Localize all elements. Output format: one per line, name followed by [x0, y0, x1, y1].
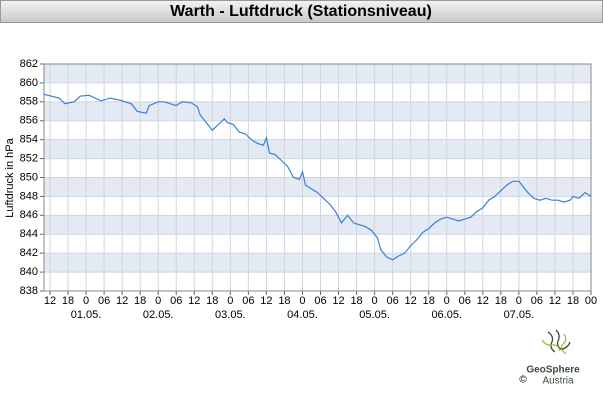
x-tick-label: 18: [423, 295, 435, 307]
y-tick-label: 862: [20, 58, 38, 70]
x-tick-label: 12: [44, 295, 56, 307]
grid-band: [44, 253, 591, 273]
date-label: 06.05.: [431, 309, 462, 321]
y-tick-label: 854: [20, 134, 38, 146]
x-tick-label: 18: [278, 295, 290, 307]
grid-band: [44, 215, 591, 235]
x-tick-label: 0: [372, 295, 378, 307]
x-tick-label: 00: [585, 295, 597, 307]
y-tick-label: 858: [20, 96, 38, 108]
y-tick-label: 844: [20, 228, 38, 240]
y-tick-label: 852: [20, 152, 38, 164]
x-tick-label: 0: [444, 295, 450, 307]
x-tick-label: 18: [567, 295, 579, 307]
grid-band: [44, 158, 591, 178]
grid-band: [44, 272, 591, 291]
grid-band: [44, 64, 591, 83]
grid-band: [44, 177, 591, 197]
data-line: [43, 93, 592, 261]
x-tick-label: 18: [62, 295, 74, 307]
x-tick-label: 0: [83, 295, 89, 307]
y-tick-label: 846: [20, 209, 38, 221]
x-tick-label: 12: [477, 295, 489, 307]
x-tick-label: 0: [155, 295, 161, 307]
y-axis-label: Luftdruck in hPa: [4, 137, 16, 217]
x-tick-label: 18: [206, 295, 218, 307]
x-tick-label: 12: [260, 295, 272, 307]
x-tick-label: 12: [332, 295, 344, 307]
grid-band: [44, 196, 591, 216]
y-tick-label: 838: [20, 285, 38, 297]
x-tick-label: 0: [227, 295, 233, 307]
x-tick-label: 18: [134, 295, 146, 307]
copyright: ©: [519, 375, 527, 386]
y-tick-label: 840: [20, 266, 38, 278]
y-tick-label: 860: [20, 77, 38, 89]
grid-band: [44, 101, 591, 121]
date-label: 07.05.: [504, 309, 535, 321]
date-label: 01.05.: [71, 309, 102, 321]
x-tick-label: 06: [314, 295, 326, 307]
y-tick-label: 856: [20, 115, 38, 127]
y-tick-label: 850: [20, 171, 38, 183]
x-tick-label: 06: [170, 295, 182, 307]
logo-name: GeoSphere: [526, 365, 580, 376]
y-tick-label: 842: [20, 247, 38, 259]
grid-band: [44, 234, 591, 254]
date-label: 03.05.: [215, 309, 246, 321]
plot-border: [43, 63, 592, 292]
x-tick-label: 18: [495, 295, 507, 307]
x-tick-label: 0: [299, 295, 305, 307]
grid-band: [44, 82, 591, 102]
date-label: 04.05.: [287, 309, 318, 321]
x-tick-label: 0: [516, 295, 522, 307]
x-tick-label: 06: [387, 295, 399, 307]
chart-title: Warth - Luftdruck (Stationsniveau): [170, 3, 432, 20]
x-tick-label: 12: [405, 295, 417, 307]
x-tick-label: 12: [549, 295, 561, 307]
logo: [541, 329, 571, 355]
date-label: 02.05.: [143, 309, 174, 321]
x-tick-label: 06: [242, 295, 254, 307]
x-tick-label: 18: [350, 295, 362, 307]
x-tick-label: 06: [98, 295, 110, 307]
grid-band: [44, 120, 591, 140]
y-tick-label: 848: [20, 190, 38, 202]
date-label: 05.05.: [359, 309, 390, 321]
logo-sub: Austria: [542, 376, 574, 387]
x-tick-label: 12: [188, 295, 200, 307]
x-tick-label: 06: [531, 295, 543, 307]
x-tick-label: 06: [459, 295, 471, 307]
grid-band: [44, 139, 591, 159]
x-tick-label: 12: [116, 295, 128, 307]
